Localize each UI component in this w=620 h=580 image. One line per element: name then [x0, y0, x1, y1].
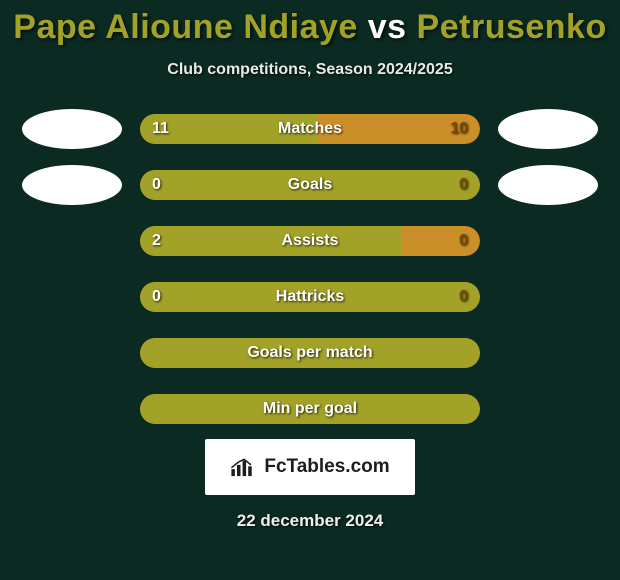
stat-value-left: 2: [152, 232, 161, 250]
bar-chart-icon: [230, 456, 258, 478]
stat-value-right: 0: [459, 232, 468, 250]
stats-block: Matches1110Goals00Assists20Hattricks00Go…: [0, 109, 620, 429]
stat-label: Hattricks: [276, 288, 344, 306]
bar-left-fill: [140, 226, 402, 256]
stat-row: Goals per match: [0, 333, 620, 373]
stat-label: Goals per match: [247, 344, 372, 362]
stat-label: Min per goal: [263, 400, 357, 418]
stat-row: Min per goal: [0, 389, 620, 429]
stat-label: Assists: [282, 232, 339, 250]
title-player1: Pape Alioune Ndiaye: [13, 8, 358, 46]
date-text: 22 december 2024: [237, 511, 384, 531]
stat-bar: Assists 2 0: [140, 226, 480, 256]
stat-row: Hattricks 0 0: [0, 277, 620, 317]
stat-value-right: 0: [459, 176, 468, 194]
stat-value-left: 0: [152, 176, 161, 194]
stat-value-right: 0: [459, 288, 468, 306]
stat-bar: Goals per match: [140, 338, 480, 368]
title-vs: vs: [358, 8, 417, 46]
avatar-right: [498, 109, 598, 149]
stat-value-right: 10: [450, 120, 468, 138]
stat-bar: Goals 0 0: [140, 170, 480, 200]
stat-row: Matches 11 10: [0, 109, 620, 149]
title-player2: Petrusenko: [417, 8, 607, 46]
stat-row: Assists 2 0: [0, 221, 620, 261]
stat-label: Goals: [288, 176, 332, 194]
avatar-left: [22, 165, 122, 205]
badge-text: FcTables.com: [264, 456, 389, 478]
stat-bar: Matches 11 10: [140, 114, 480, 144]
subtitle: Club competitions, Season 2024/2025: [167, 61, 452, 79]
stat-value-left: 0: [152, 288, 161, 306]
page-title: Pape Alioune Ndiaye vs Petrusenko: [13, 8, 606, 47]
stat-row: Goals 0 0: [0, 165, 620, 205]
stat-bar: Hattricks 0 0: [140, 282, 480, 312]
avatar-right: [498, 165, 598, 205]
stat-bar: Min per goal: [140, 394, 480, 424]
source-badge: FcTables.com: [205, 439, 415, 495]
stat-label: Matches: [278, 120, 342, 138]
stat-value-left: 11: [152, 120, 169, 138]
avatar-left: [22, 109, 122, 149]
